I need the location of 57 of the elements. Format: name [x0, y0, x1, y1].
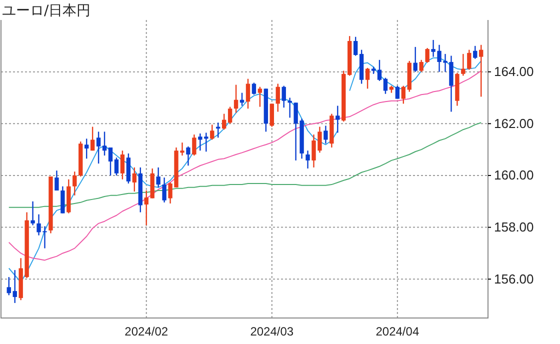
candlestick — [401, 85, 406, 104]
candlestick — [132, 166, 137, 192]
candlestick — [186, 146, 190, 166]
candlestick — [461, 53, 466, 76]
candlestick — [282, 85, 286, 108]
candlestick — [252, 82, 256, 96]
candlestick — [258, 86, 262, 108]
candlestick — [156, 166, 160, 188]
candlestick — [90, 126, 95, 152]
y-tick-label: 158.00 — [494, 219, 534, 234]
candlestick — [228, 106, 232, 124]
candlestick — [276, 83, 280, 112]
candlestick — [144, 190, 148, 226]
candlestick — [365, 67, 370, 90]
candlestick — [479, 44, 484, 98]
candlestick — [210, 124, 214, 140]
candlestick — [192, 134, 196, 156]
candlestick — [395, 85, 400, 100]
candlestick — [12, 269, 17, 304]
chart-title: ユーロ/日本円 — [2, 3, 91, 19]
x-tick-label: 2024/02 — [124, 324, 168, 338]
candlestick — [84, 138, 89, 160]
x-tick-label: 2024/03 — [250, 324, 294, 338]
candlestick — [72, 170, 77, 196]
candlestick — [473, 45, 478, 60]
candlestick — [108, 146, 113, 176]
candlestick — [324, 125, 328, 144]
x-tick-label: 2024/04 — [376, 324, 420, 338]
candlestick — [336, 105, 340, 134]
candlestick — [306, 150, 310, 170]
candlestick — [96, 131, 101, 164]
candlestick — [120, 150, 125, 180]
candlestick — [126, 152, 131, 184]
candlestick — [377, 59, 382, 82]
candlestick — [419, 59, 424, 72]
candlestick — [222, 113, 226, 130]
candlestick — [30, 200, 35, 226]
line-series — [8, 70, 482, 261]
y-tick-label: 160.00 — [494, 168, 534, 183]
candlestick — [270, 103, 274, 128]
candlestick — [246, 78, 250, 110]
candlestick — [114, 157, 119, 176]
candlestick — [353, 36, 358, 56]
candlestick — [425, 47, 430, 64]
candlestick — [467, 49, 472, 70]
y-tick-label: 164.00 — [494, 64, 534, 79]
candlestick — [60, 186, 65, 214]
candlestick — [6, 276, 11, 296]
candlestick — [383, 77, 388, 94]
candlestick — [288, 97, 292, 118]
candlestick — [234, 84, 238, 114]
candlestick — [102, 131, 107, 156]
y-tick-label: 156.00 — [494, 271, 534, 286]
candlestick — [54, 170, 59, 192]
candlestick — [162, 176, 166, 204]
y-tick-label: 162.00 — [494, 116, 534, 131]
candlestick — [413, 46, 418, 72]
